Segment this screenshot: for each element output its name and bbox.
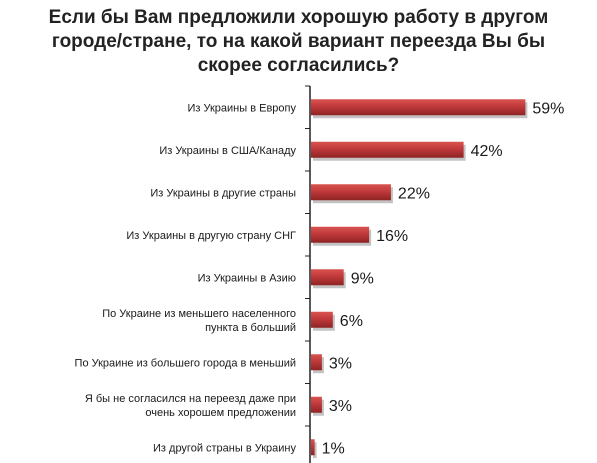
- chart-title-line-2: городе/стране, то на какой вариант перее…: [51, 31, 546, 52]
- value-label: 16%: [376, 228, 408, 245]
- chart-title: Если бы Вам предложили хорошую работу в …: [0, 6, 597, 78]
- chart-title-line-3: скорее согласились?: [197, 55, 400, 76]
- value-label: 3%: [329, 398, 352, 415]
- value-label: 6%: [340, 313, 363, 330]
- category-label: Из другой страны в Украину: [153, 442, 296, 454]
- category-label: Из Украины в Азию: [198, 272, 296, 284]
- category-label-line: Из Украины в Азию: [198, 272, 296, 284]
- category-label-line: Из Украины в США/Канаду: [159, 145, 296, 157]
- bar: [311, 184, 391, 201]
- bar: [311, 439, 315, 456]
- value-label: 1%: [322, 440, 345, 457]
- chart-title-line-1: Если бы Вам предложили хорошую работу в …: [48, 7, 549, 28]
- category-label-line: Из Украины в Европу: [187, 102, 296, 114]
- value-label: 9%: [351, 270, 374, 287]
- category-label-line: очень хорошем предложении: [145, 407, 296, 419]
- category-label-line: Из Украины в другие страны: [150, 187, 296, 199]
- bars: [311, 99, 526, 456]
- category-axis: [305, 85, 311, 463]
- category-label: Я бы не согласился на переезд даже при оч…: [85, 393, 296, 419]
- value-label: 3%: [329, 355, 352, 372]
- category-label-line: По Украине из меньшего населенного: [102, 308, 296, 320]
- bar: [311, 311, 333, 328]
- category-label: Из Украины в Европу: [187, 102, 296, 114]
- category-label-line: Из другой страны в Украину: [153, 442, 296, 454]
- bar: [311, 141, 464, 158]
- value-label: 22%: [398, 185, 430, 202]
- bar: [311, 354, 322, 371]
- category-label: Из Украины в другие страны: [150, 187, 296, 199]
- category-label-line: Я бы не согласился на переезд даже при: [85, 393, 296, 405]
- category-label-line: пункта в больший: [205, 322, 296, 334]
- bar-shadow: [313, 442, 317, 459]
- value-label: 59%: [532, 100, 564, 117]
- category-label: Из Украины в другую страну СНГ: [126, 230, 296, 242]
- category-label: По Украине из большего города в меньший: [75, 357, 296, 369]
- category-label-line: Из Украины в другую страну СНГ: [126, 230, 296, 242]
- category-label: Из Украины в США/Канаду: [159, 145, 296, 157]
- category-label-line: По Украине из большего города в меньший: [75, 357, 296, 369]
- bar: [311, 396, 322, 413]
- category-label: По Украине из меньшего населенного пункта…: [102, 308, 296, 334]
- bar: [311, 99, 526, 116]
- value-labels: 59% 42% 22% 16% 9% 6% 3% 3% 1%: [322, 100, 565, 457]
- bar: [311, 269, 344, 286]
- value-label: 42%: [471, 143, 503, 160]
- category-labels: Из Украины в Европу Из Украины в США/Кана…: [75, 102, 297, 454]
- bar: [311, 226, 370, 243]
